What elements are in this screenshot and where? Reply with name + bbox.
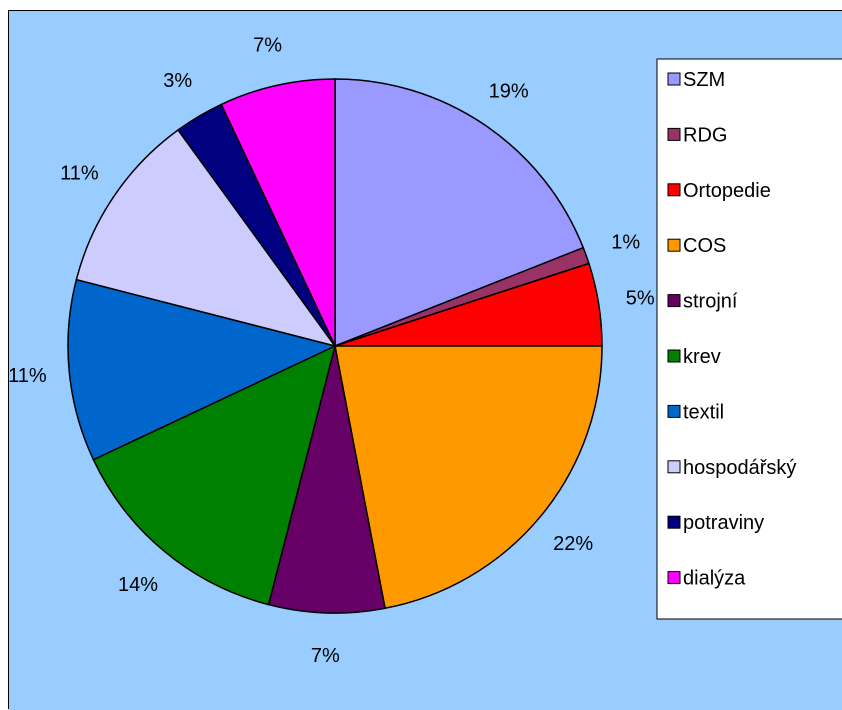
data-label-strojni: 7% xyxy=(311,645,340,667)
legend-label-strojni: strojní xyxy=(683,291,738,313)
legend-swatch-strojni xyxy=(667,294,681,308)
legend-label-textil: textil xyxy=(683,401,724,423)
legend-label-szm: SZM xyxy=(683,69,725,91)
legend-swatch-textil xyxy=(667,404,681,418)
data-label-hospodarsky: 11% xyxy=(60,162,99,184)
data-label-ortopedie: 5% xyxy=(626,288,655,310)
pie-slice-szm xyxy=(334,78,585,348)
pie-slice-cos xyxy=(334,345,603,610)
legend-label-ortopedie: Ortopedie xyxy=(683,180,771,202)
legend-swatch-hospodarsky xyxy=(667,460,681,474)
legend-swatch-potraviny xyxy=(667,515,681,529)
legend-swatch-ortopedie xyxy=(667,183,681,197)
pie-slice-hospodarsky xyxy=(75,128,337,348)
pie-slice-krev xyxy=(92,344,337,606)
legend-label-rdg: RDG xyxy=(683,124,727,146)
pie-chart: 19% 1% 5% 22% 7% 14% 11% 11% 3% 7% SZM RDG Ortopedi… xyxy=(9,11,842,710)
legend-swatch-dialyza xyxy=(667,571,681,585)
chart-area: 19% 1% 5% 22% 7% 14% 11% 11% 3% 7% SZM RDG Ortopedi… xyxy=(8,10,842,710)
pie-data-labels: 19% 1% 5% 22% 7% 14% 11% 11% 3% 7% xyxy=(9,34,655,666)
pie-slice-dialyza xyxy=(220,78,336,347)
data-label-krev: 14% xyxy=(118,574,158,596)
pie-slice-textil xyxy=(67,278,338,461)
data-label-cos: 22% xyxy=(553,533,593,555)
legend-label-hospodarsky: hospodářský xyxy=(683,457,796,479)
data-label-dialyza: 7% xyxy=(253,34,282,56)
legend-swatch-szm xyxy=(667,72,681,86)
legend-swatch-krev xyxy=(667,349,681,363)
pie-slice-strojni xyxy=(267,345,386,614)
data-label-textil: 11% xyxy=(9,365,47,387)
legend-box xyxy=(656,58,842,620)
data-label-potraviny: 3% xyxy=(163,70,192,92)
legend-label-krev: krev xyxy=(683,346,721,368)
legend-label-cos: COS xyxy=(683,235,726,257)
legend-swatch-cos xyxy=(667,238,681,252)
legend-label-potraviny: potraviny xyxy=(683,512,764,534)
pie-slices xyxy=(67,78,603,614)
legend-swatch-rdg xyxy=(667,127,681,141)
legend-label-dialyza: dialýza xyxy=(683,568,746,590)
data-label-szm: 19% xyxy=(489,80,529,102)
data-label-rdg: 1% xyxy=(611,231,640,253)
legend: SZM RDG Ortopedie COS strojní krev textil hospo… xyxy=(656,58,842,620)
